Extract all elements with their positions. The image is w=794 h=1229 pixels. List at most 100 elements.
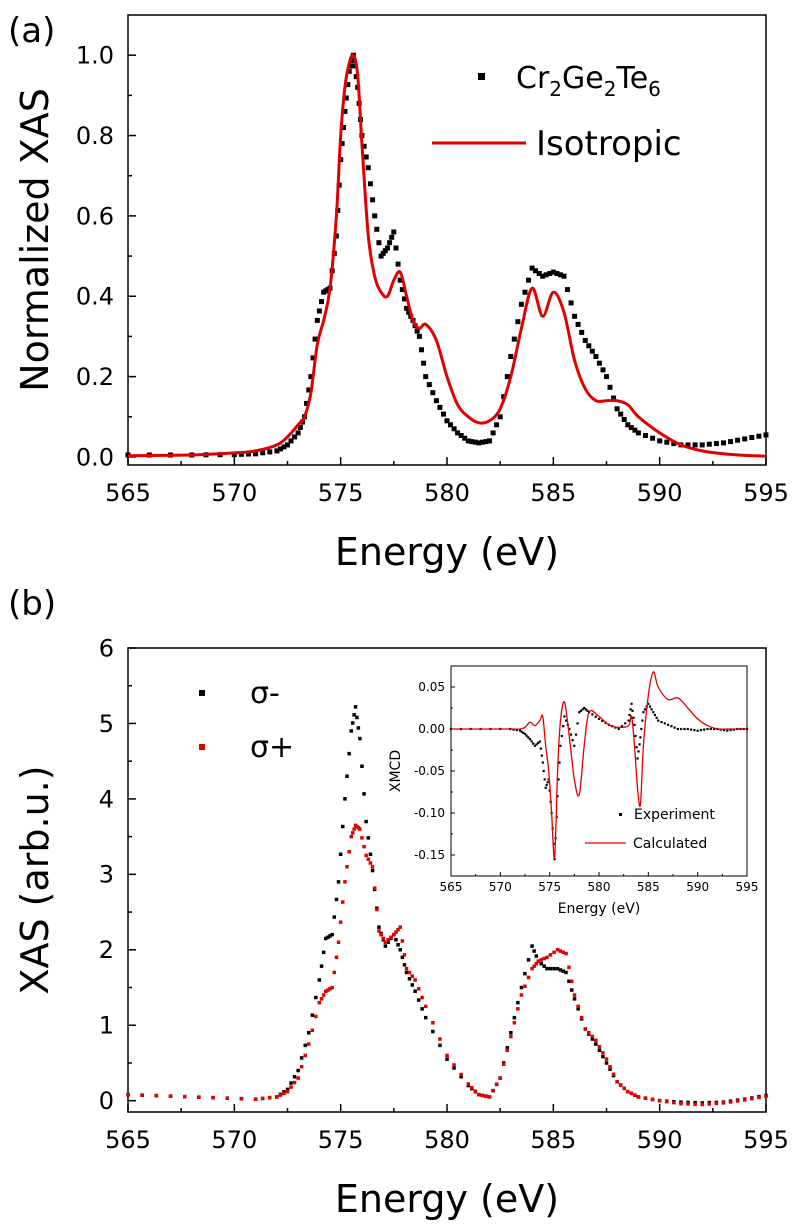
data-point: [699, 729, 703, 732]
data-point: [615, 1080, 619, 1084]
data-point: [547, 778, 550, 781]
data-point: [368, 852, 373, 856]
data-point: [353, 74, 359, 80]
data-point: [358, 827, 362, 831]
panel-a-frame: [127, 14, 767, 466]
data-point: [356, 726, 361, 730]
data-point: [564, 951, 568, 956]
data-point: [386, 938, 390, 942]
data-point: [579, 709, 582, 712]
data-point: [398, 925, 402, 929]
data-point: [721, 1101, 726, 1105]
data-point: [735, 1099, 740, 1103]
data-point: [310, 355, 316, 361]
data-point: [319, 997, 324, 1001]
data-point: [618, 1083, 623, 1087]
data-point: [703, 728, 706, 731]
data-point: [362, 792, 366, 796]
data-point: [398, 948, 402, 952]
data-point: [366, 836, 371, 840]
data-point: [505, 1048, 509, 1053]
data-point: [579, 329, 585, 335]
data-point: [491, 1088, 495, 1093]
y-tick-label: -0.10: [414, 806, 445, 820]
data-point: [635, 430, 641, 436]
data-point: [540, 273, 546, 279]
x-tick-label: 585: [530, 479, 576, 507]
data-point: [648, 705, 652, 708]
data-point: [680, 727, 683, 731]
data-point: [225, 1096, 229, 1100]
data-point: [484, 1094, 488, 1098]
data-point: [367, 181, 373, 187]
legend-label-isotropic: Isotropic: [536, 124, 682, 164]
data-point: [621, 417, 627, 422]
data-point: [246, 451, 251, 457]
data-point: [563, 715, 566, 718]
inset-y-axis-label: XMCD: [388, 750, 404, 792]
data-point: [561, 950, 565, 955]
y-tick-label: 0.05: [418, 680, 445, 694]
data-point: [532, 964, 536, 968]
data-point: [516, 1007, 520, 1011]
data-point: [334, 897, 339, 902]
data-point: [278, 1093, 283, 1097]
data-point: [686, 1102, 690, 1106]
data-point: [297, 425, 303, 430]
data-point: [277, 446, 283, 452]
data-point: [420, 1007, 424, 1011]
y-tick-label: 6: [99, 634, 114, 662]
data-point: [472, 439, 478, 445]
data-point: [547, 271, 553, 276]
data-point: [587, 1031, 591, 1035]
data-point: [522, 731, 525, 734]
data-point: [328, 987, 332, 991]
data-point: [608, 1065, 612, 1069]
data-point: [756, 433, 762, 439]
data-point: [140, 1093, 144, 1097]
data-point: [308, 374, 314, 380]
data-point: [377, 929, 381, 933]
x-tick-label: 590: [637, 1126, 683, 1154]
data-point: [627, 719, 630, 722]
data-point: [314, 317, 320, 323]
data-point: [655, 716, 658, 719]
x-tick-label: 595: [743, 479, 789, 507]
data-point: [490, 430, 496, 436]
panel-b-x-ticks: 565 570 575 580 585 590 595: [105, 1104, 789, 1154]
data-point: [332, 915, 336, 919]
y-tick-label: -0.05: [414, 764, 445, 778]
data-point: [324, 936, 328, 941]
data-point: [713, 727, 716, 731]
data-point: [572, 993, 577, 997]
data-point: [364, 819, 368, 824]
data-point: [520, 730, 523, 733]
data-point: [444, 418, 450, 424]
data-point: [397, 277, 403, 283]
data-point: [576, 722, 579, 725]
data-point: [451, 426, 457, 432]
data-point: [407, 970, 412, 975]
data-point: [289, 1081, 293, 1085]
data-point: [618, 411, 624, 417]
data-point: [611, 1072, 616, 1076]
x-tick-label: 570: [211, 479, 257, 507]
data-point: [721, 440, 726, 446]
data-point: [639, 736, 642, 739]
legend-label-sigma-plus: σ+: [250, 730, 294, 765]
data-point: [372, 886, 377, 890]
data-point: [546, 781, 549, 784]
data-point: [543, 272, 549, 278]
data-point: [452, 1066, 456, 1070]
data-point: [545, 966, 549, 971]
legend-label-cr2ge2te6: Cr2Ge2Te6: [516, 61, 661, 101]
data-point: [361, 143, 367, 149]
data-point: [345, 865, 349, 869]
data-point: [743, 1098, 747, 1102]
data-point: [260, 450, 266, 456]
data-point: [626, 1089, 630, 1094]
data-point: [590, 1034, 595, 1039]
data-point: [414, 328, 420, 334]
data-point: [368, 861, 373, 865]
data-point: [317, 1000, 322, 1005]
